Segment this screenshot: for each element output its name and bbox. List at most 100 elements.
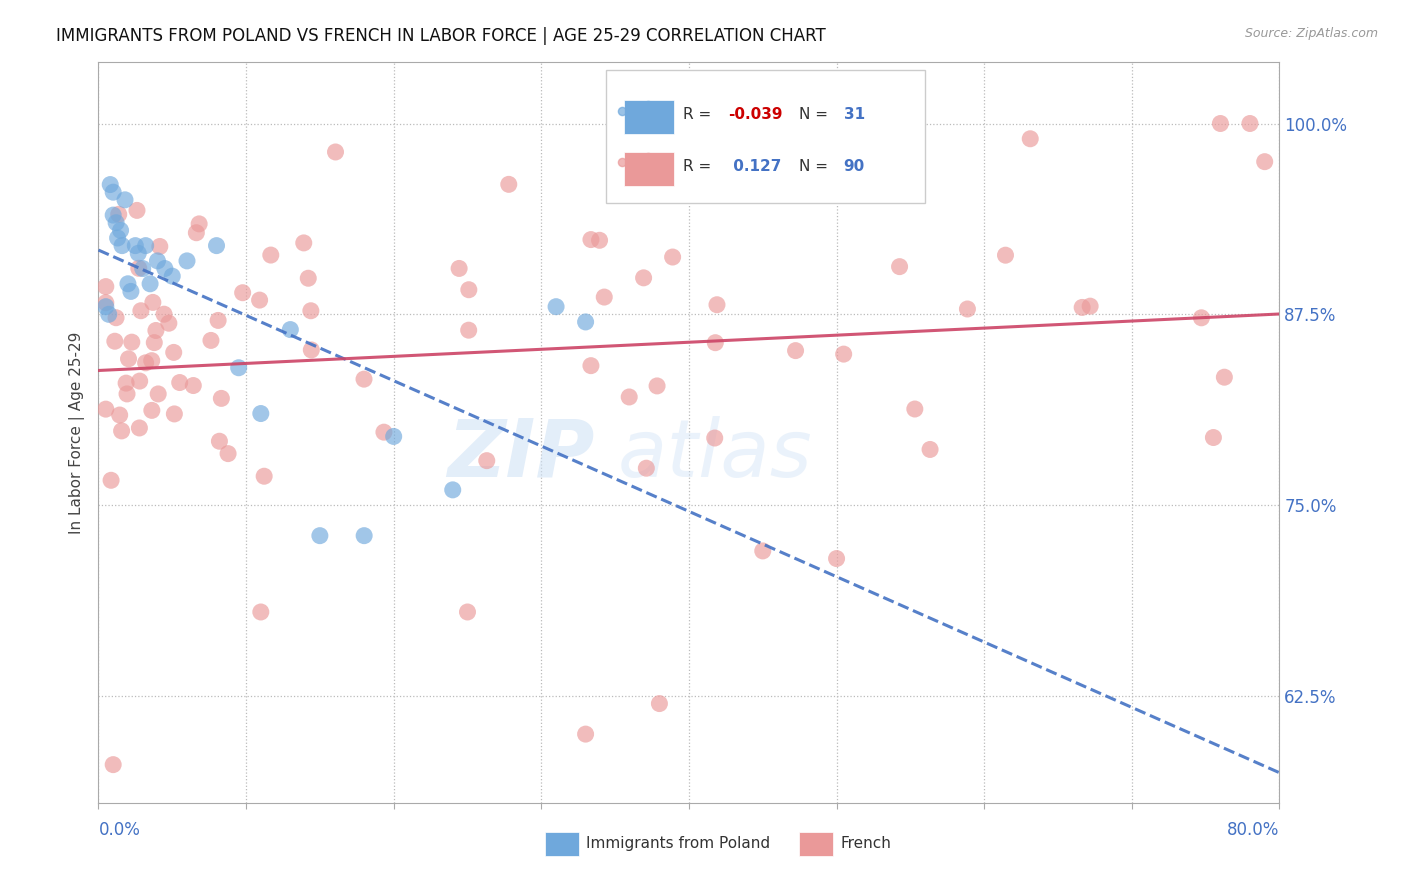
Point — [163, 407, 186, 421]
Point — [773, 353, 796, 368]
Point — [498, 178, 520, 192]
Text: atlas: atlas — [619, 416, 813, 494]
Text: N =: N = — [799, 107, 832, 122]
Text: ZIP: ZIP — [447, 416, 595, 494]
Point — [128, 421, 150, 435]
Point — [353, 529, 375, 543]
Point — [120, 285, 142, 299]
Point — [1239, 116, 1261, 130]
Point — [107, 231, 129, 245]
Point — [1209, 116, 1232, 130]
Point — [142, 295, 165, 310]
Point — [752, 544, 775, 558]
Text: 80.0%: 80.0% — [1227, 822, 1279, 839]
Point — [297, 271, 319, 285]
Point — [546, 300, 568, 314]
Point — [114, 193, 136, 207]
Point — [146, 253, 169, 268]
Point — [1019, 132, 1042, 146]
Point — [619, 390, 641, 404]
Point — [139, 277, 162, 291]
Point — [636, 461, 658, 475]
Point — [449, 261, 471, 276]
Point — [825, 551, 848, 566]
Text: N =: N = — [799, 159, 832, 174]
Point — [785, 343, 807, 358]
Point — [1254, 154, 1277, 169]
Point — [186, 226, 208, 240]
Point — [588, 233, 610, 247]
Point — [104, 334, 127, 349]
Point — [94, 295, 117, 310]
Point — [956, 301, 979, 316]
Text: 0.127: 0.127 — [728, 159, 782, 174]
Y-axis label: In Labor Force | Age 25-29: In Labor Force | Age 25-29 — [69, 332, 84, 533]
Point — [188, 217, 211, 231]
Point — [121, 335, 143, 350]
Point — [741, 322, 763, 336]
Point — [217, 447, 239, 461]
Point — [309, 529, 332, 543]
FancyBboxPatch shape — [799, 832, 832, 856]
Point — [115, 376, 138, 391]
Point — [832, 347, 855, 361]
Point — [103, 208, 125, 222]
Text: 31: 31 — [844, 107, 865, 122]
Point — [773, 205, 796, 219]
Point — [148, 387, 170, 401]
Point — [141, 353, 163, 368]
Point — [117, 351, 139, 366]
Point — [103, 757, 125, 772]
Point — [200, 334, 222, 348]
Text: Source: ZipAtlas.com: Source: ZipAtlas.com — [1244, 27, 1378, 40]
Point — [253, 469, 276, 483]
Point — [97, 307, 120, 321]
FancyBboxPatch shape — [546, 832, 579, 856]
Point — [741, 216, 763, 230]
Point — [129, 303, 152, 318]
Point — [475, 453, 498, 467]
Point — [209, 392, 232, 406]
Point — [207, 313, 229, 327]
Point — [457, 283, 479, 297]
Point — [299, 343, 322, 357]
Point — [115, 387, 138, 401]
Point — [773, 312, 796, 326]
Point — [132, 261, 155, 276]
Point — [153, 307, 176, 321]
Point — [108, 408, 131, 422]
Point — [128, 374, 150, 388]
Point — [117, 277, 139, 291]
Point — [994, 248, 1017, 262]
Point — [127, 246, 149, 260]
Point — [645, 379, 668, 393]
Point — [633, 270, 655, 285]
Point — [103, 185, 125, 199]
Point — [889, 260, 911, 274]
Point — [176, 253, 198, 268]
Point — [299, 303, 322, 318]
Point — [163, 345, 186, 359]
Point — [232, 285, 254, 300]
Point — [157, 316, 180, 330]
Point — [1202, 431, 1225, 445]
Point — [135, 356, 157, 370]
Point — [208, 434, 231, 449]
Point — [260, 248, 283, 262]
FancyBboxPatch shape — [606, 70, 925, 203]
Point — [100, 473, 122, 487]
Point — [110, 424, 132, 438]
Point — [1213, 370, 1236, 384]
Point — [325, 145, 347, 159]
Point — [353, 372, 375, 386]
FancyBboxPatch shape — [624, 100, 673, 135]
Point — [280, 322, 302, 336]
Point — [153, 261, 176, 276]
Point — [94, 402, 117, 417]
Point — [457, 323, 479, 337]
Point — [918, 442, 941, 457]
Point — [593, 290, 616, 304]
Point — [575, 727, 598, 741]
Text: French: French — [841, 836, 891, 851]
Point — [125, 203, 148, 218]
